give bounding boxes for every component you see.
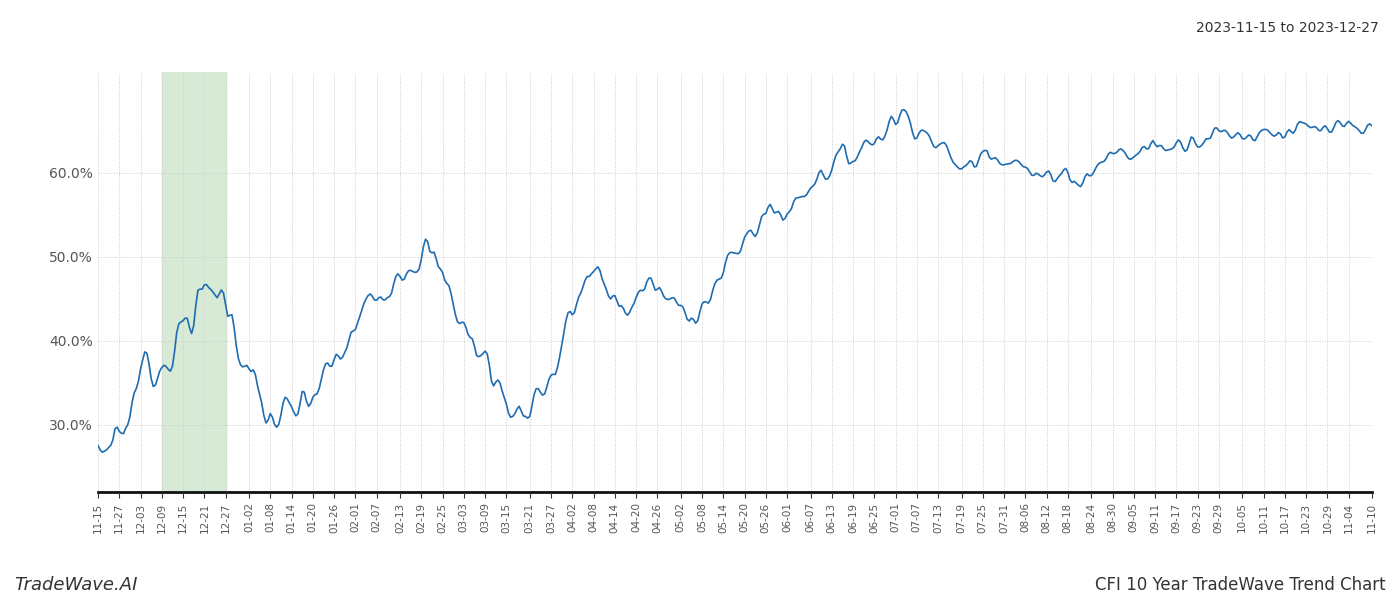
Bar: [162, 72, 225, 492]
Text: CFI 10 Year TradeWave Trend Chart: CFI 10 Year TradeWave Trend Chart: [1095, 576, 1386, 594]
Text: 2023-11-15 to 2023-12-27: 2023-11-15 to 2023-12-27: [1196, 21, 1379, 35]
Text: TradeWave.AI: TradeWave.AI: [14, 576, 137, 594]
